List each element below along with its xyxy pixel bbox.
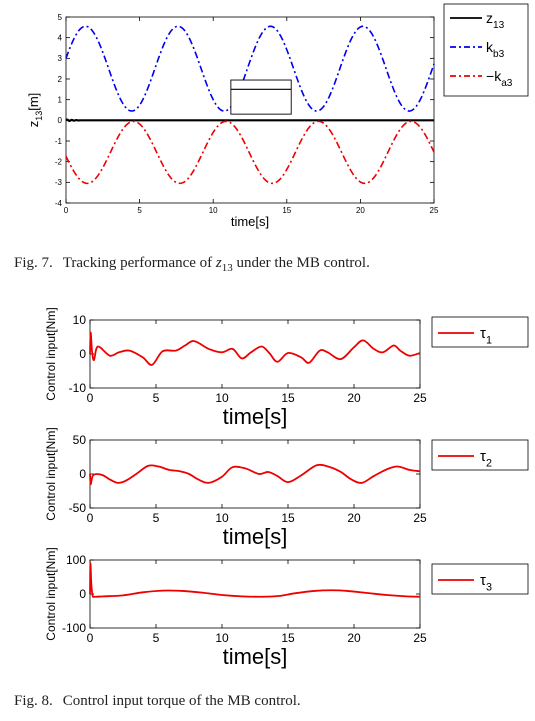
legend-label: τ1 (480, 325, 492, 346)
y-tick-label: -1 (55, 137, 63, 146)
x-tick-label: 5 (137, 206, 142, 215)
x-tick-label: 25 (430, 206, 439, 215)
y-axis-label: z13[m] (26, 93, 44, 128)
series-line-−ka3 (65, 120, 435, 185)
y-tick-label: 5 (58, 13, 63, 22)
y-tick-label: 0 (58, 116, 63, 125)
x-axis-label: time[s] (223, 524, 288, 549)
plot-area (89, 439, 421, 509)
y-tick-label: 4 (58, 33, 63, 42)
x-tick-label: 15 (281, 511, 295, 525)
legend-label: τ2 (480, 448, 492, 469)
y-tick-label: 1 (58, 95, 63, 104)
fig8-caption-number: Fig. 8. (14, 693, 53, 709)
y-tick-label: 50 (73, 433, 87, 447)
x-tick-label: 0 (64, 206, 69, 215)
y-tick-label: -3 (55, 178, 63, 187)
x-tick-label: 10 (215, 511, 229, 525)
x-tick-label: 0 (87, 511, 94, 525)
x-tick-label: 25 (413, 511, 427, 525)
x-tick-label: 25 (413, 391, 427, 405)
fig7-caption-text-after: under the MB control. (232, 255, 370, 271)
x-tick-label: 5 (153, 391, 160, 405)
y-tick-label: 2 (58, 75, 63, 84)
series-line-z13 (65, 118, 434, 123)
y-tick-label: 3 (58, 54, 63, 63)
y-tick-label: -50 (69, 501, 87, 515)
y-tick-label: -10 (69, 381, 87, 395)
legend-box (431, 439, 529, 471)
fig7-caption-number: Fig. 7. (14, 255, 53, 271)
y-tick-label: 10 (73, 313, 87, 327)
fig7-caption-math: z (215, 255, 222, 271)
fig7-caption-text-before: Tracking performance of (62, 255, 216, 271)
x-tick-label: 5 (153, 511, 160, 525)
y-tick-label: 0 (79, 347, 86, 361)
x-tick-label: 20 (347, 511, 361, 525)
x-tick-label: 25 (413, 631, 427, 645)
x-tick-label: 20 (347, 391, 361, 405)
x-tick-label: 10 (215, 391, 229, 405)
legend-label: −ka3 (486, 68, 513, 89)
series-line-τ1 (89, 331, 421, 366)
y-axis-label: Control input[Nm] (44, 307, 58, 400)
x-axis-label: time[s] (223, 404, 288, 429)
fig8-caption: Fig. 8. Control input torque of the MB co… (14, 693, 301, 710)
y-tick-label: -2 (55, 157, 63, 166)
z13-tracking-chart: 0 5 10 15 20 25 -4 -3 -2 -1 0 1 2 3 4 5 time[s] z13[m] z13… (26, 3, 529, 229)
x-tick-label: 15 (281, 631, 295, 645)
legend-box (431, 316, 529, 348)
series-line-kb3 (65, 25, 435, 112)
x-tick-label: 15 (282, 206, 291, 215)
x-tick-label: 5 (153, 631, 160, 645)
legend-label: τ3 (480, 572, 492, 593)
y-axis-label: Control input[Nm] (44, 427, 58, 520)
y-axis-label-group: Control input[Nm] (44, 307, 58, 400)
series-line-τ2 (89, 463, 421, 486)
x-axis-label: time[s] (223, 644, 288, 669)
x-tick-label: 0 (87, 631, 94, 645)
legend-label: kb3 (486, 39, 505, 60)
plot-area (89, 559, 421, 629)
y-tick-label: -4 (55, 199, 63, 208)
fig8-caption-text: Control input torque of the MB control. (62, 693, 301, 709)
y-tick-label: 0 (79, 587, 86, 601)
x-tick-label: 10 (209, 206, 218, 215)
y-axis-label-group: z13[m] (26, 93, 44, 128)
legend-box (443, 3, 529, 97)
y-tick-label: -100 (62, 621, 86, 635)
legend-label: z13 (486, 10, 505, 31)
y-axis-label-group: Control input[Nm] (44, 547, 58, 640)
y-axis-label-group: Control input[Nm] (44, 427, 58, 520)
legend-box (431, 563, 529, 595)
x-tick-label: 0 (87, 391, 94, 405)
fig7-caption: Fig. 7. Tracking performance of z13 under… (14, 255, 370, 274)
inset-zoom-box (230, 79, 292, 115)
plot-area (89, 319, 421, 389)
y-tick-label: 0 (79, 467, 86, 481)
fig7-caption-math-sub: 13 (221, 262, 233, 274)
x-tick-label: 20 (347, 631, 361, 645)
series-line-τ3 (89, 562, 421, 598)
y-axis-label: Control input[Nm] (44, 547, 58, 640)
x-tick-label: 20 (356, 206, 365, 215)
x-tick-label: 15 (281, 391, 295, 405)
x-axis-label: time[s] (231, 214, 269, 229)
y-tick-label: 100 (66, 553, 86, 567)
x-tick-label: 10 (215, 631, 229, 645)
